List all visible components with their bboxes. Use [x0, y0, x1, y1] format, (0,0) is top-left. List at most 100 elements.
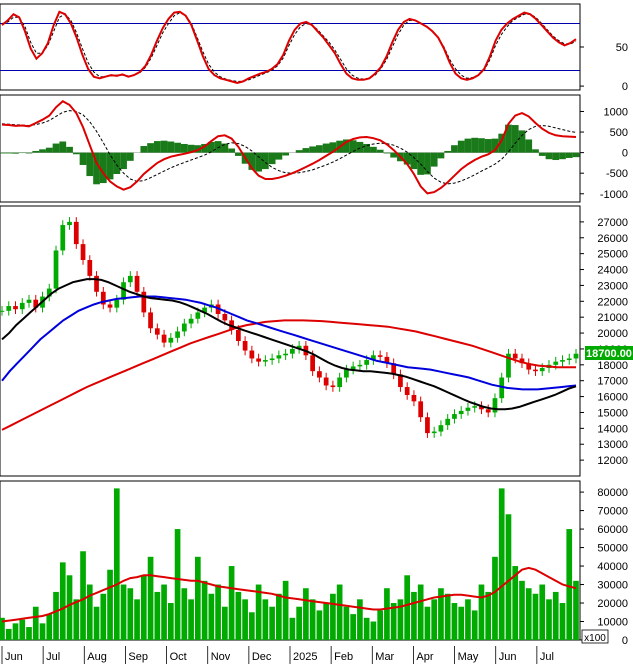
volume-ma-line: [1, 566, 577, 623]
y-tick-label: 50000: [597, 543, 628, 555]
macd-histogram-bar: [93, 152, 100, 185]
macd-panel: -1000 -500 0 500 1000: [0, 94, 628, 203]
macd-histogram-bar: [505, 124, 512, 153]
volume-bar: [228, 566, 235, 640]
macd-histogram-bar: [187, 144, 195, 153]
volume-bar: [140, 575, 147, 640]
volume-unit-box: x100: [581, 629, 609, 644]
price-candle: [290, 348, 295, 354]
macd-histogram-bar: [268, 152, 276, 165]
macd-histogram-bar: [356, 141, 364, 153]
volume-bar: [134, 599, 140, 640]
price-candle: [458, 410, 464, 415]
volume-bar: [282, 580, 289, 640]
y-tick-label: 0: [622, 148, 628, 160]
price-candle: [384, 356, 390, 364]
price-candle: [377, 355, 383, 357]
macd-histogram-bar: [538, 152, 546, 156]
price-candle: [350, 366, 356, 370]
price-candle: [87, 260, 93, 276]
volume-bar: [492, 556, 498, 640]
macd-histogram-bar: [552, 152, 560, 161]
macd-histogram-bar: [545, 152, 553, 160]
price-candle: [175, 331, 180, 338]
last-price-badge-bg: [585, 346, 633, 360]
macd-histogram-bar: [59, 141, 67, 153]
price-candle: [391, 363, 397, 375]
macd-histogram-bar: [214, 141, 222, 153]
macd-histogram-bar: [491, 138, 499, 153]
volume-bar: [242, 599, 248, 640]
volume-bar: [485, 591, 492, 640]
macd-histogram-bar: [525, 139, 533, 153]
volume-bar: [471, 610, 478, 640]
month-label: May: [458, 651, 479, 663]
volume-bar: [66, 575, 73, 640]
month-label: Dec: [252, 651, 272, 663]
price-candle: [181, 323, 187, 332]
volume-bar: [444, 593, 451, 640]
month-label: Nov: [211, 651, 231, 663]
price-candle: [249, 350, 255, 359]
price-candle: [323, 377, 329, 386]
y-tick-label: 40000: [597, 561, 628, 573]
price-candle: [425, 417, 430, 434]
price-candle: [472, 406, 478, 408]
macd-histogram-bar: [106, 152, 114, 180]
price-candle: [46, 288, 52, 297]
month-label: 2025: [293, 651, 317, 663]
macd-histogram-bar: [194, 145, 202, 153]
price-candle: [80, 244, 86, 260]
month-label: Aug: [87, 651, 107, 663]
y-tick-label: 0: [622, 81, 628, 93]
macd-histogram-bar: [471, 137, 479, 153]
macd-histogram-bar: [403, 152, 411, 165]
macd-histogram-bar: [72, 152, 80, 155]
macd-histogram-bar: [228, 148, 235, 153]
price-candle: [553, 361, 559, 365]
macd-histogram-bar: [444, 150, 452, 153]
volume-bar: [249, 612, 255, 640]
price-candle: [371, 355, 376, 361]
y-tick-label: -1000: [600, 189, 628, 201]
volume-bar: [208, 593, 215, 640]
y-tick-label: 24000: [597, 265, 628, 277]
volume-bar: [390, 603, 397, 640]
macd-histogram-bar: [478, 138, 485, 153]
volume-bar: [404, 575, 411, 640]
price-candle: [26, 299, 32, 303]
macd-histogram-bar: [207, 141, 215, 153]
volume-panel: 0 10000 20000 30000 40000 50000 60000 70000 8000…: [0, 480, 628, 647]
y-tick-label: 0: [622, 635, 628, 647]
last-price-badge: 18700.00: [585, 346, 633, 360]
macd-histogram-bar: [302, 148, 310, 153]
macd-histogram-bar: [79, 152, 87, 165]
price-candle: [465, 407, 471, 411]
price-candle: [67, 221, 72, 226]
price-candle: [337, 377, 343, 388]
price-candle: [330, 385, 336, 388]
volume-bar: [161, 584, 167, 640]
volume-bar: [357, 599, 363, 640]
volume-bar: [262, 599, 269, 640]
volume-bar: [573, 580, 579, 640]
volume-bar: [303, 588, 309, 640]
macd-histogram-bar: [363, 143, 371, 153]
volume-bar: [323, 603, 329, 640]
volume-bar: [154, 591, 161, 640]
volume-bar: [86, 584, 93, 640]
macd-line: [1, 99, 577, 195]
price-candle: [276, 355, 282, 359]
volume-bar: [350, 614, 356, 640]
macd-histogram-bar: [518, 130, 526, 153]
price-candle: [499, 377, 505, 399]
y-tick-label: 26000: [597, 233, 628, 245]
volume-bar: [330, 593, 336, 640]
volume-bar: [309, 599, 316, 640]
volume-bar: [336, 584, 343, 640]
volume-bar: [316, 610, 323, 640]
volume-bar: [289, 617, 296, 640]
macd-histogram-bar: [322, 143, 330, 153]
macd-histogram-bar: [180, 143, 188, 153]
macd-histogram-bar: [383, 152, 391, 154]
